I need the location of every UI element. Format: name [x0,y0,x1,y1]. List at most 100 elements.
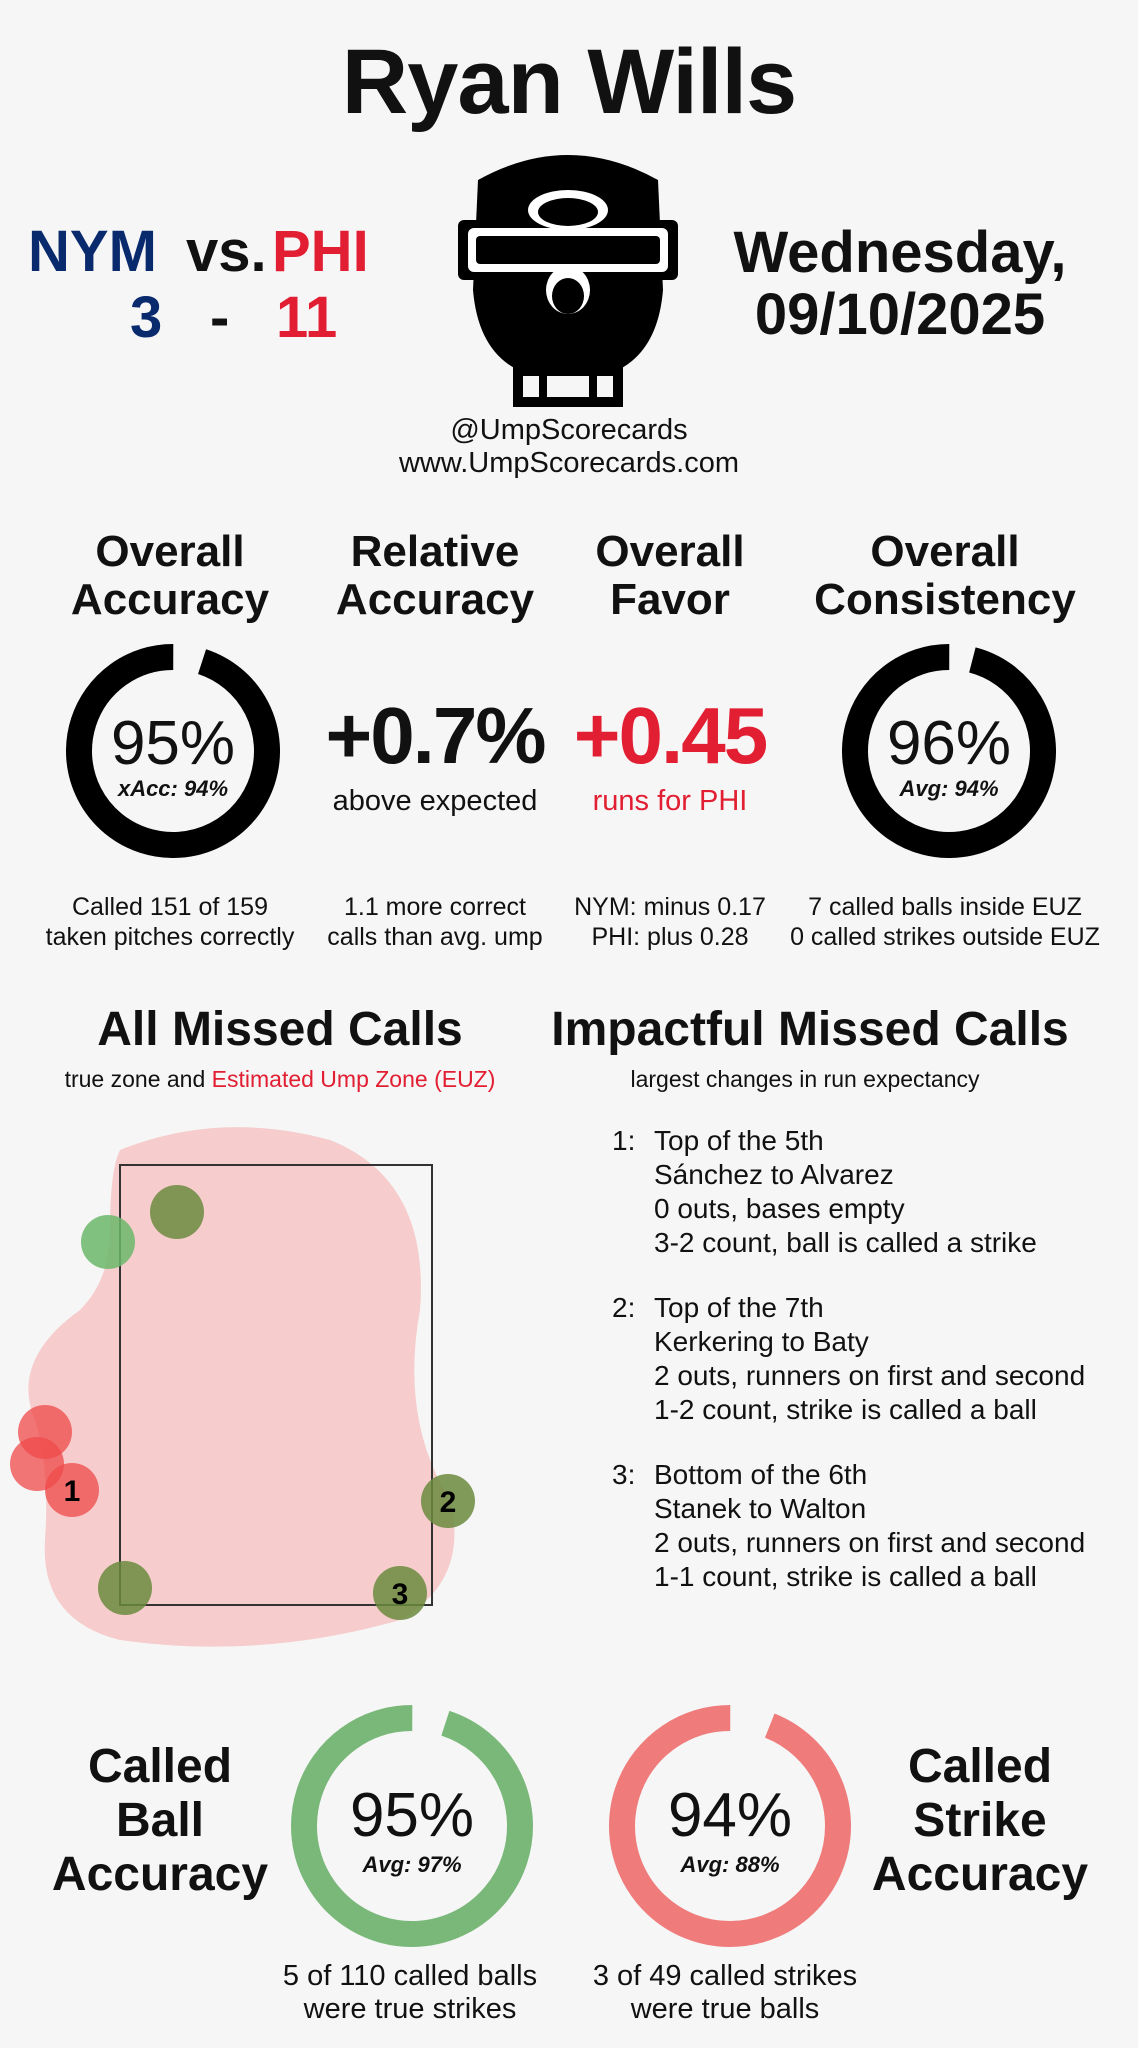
called-ball-title: Called Ball Accuracy [30,1740,290,1902]
impactful-call-3: 3: Bottom of the 6th Stanek to Walton 2 … [612,1458,1132,1598]
footnote-line: NYM: minus 0.17 [574,893,766,921]
missed-call-point [150,1185,204,1239]
overall-accuracy-xacc: xAcc: 94% [117,776,229,801]
relative-accuracy-footnote: 1.1 more correct calls than avg. ump [300,892,570,952]
call-number: 1: [612,1125,636,1156]
date-weekday: Wednesday, [733,220,1067,285]
called-strike-value: 94% [667,1781,793,1850]
missed-call-label: 2 [440,1486,457,1519]
footnote-line: taken pitches correctly [45,923,295,951]
twitter-handle: @UmpScorecards [450,414,688,446]
call-situation: 2 outs, runners on first and second [654,1360,1086,1391]
missed-call-label: 3 [392,1578,409,1611]
called-ball-ring [291,1705,533,1947]
title-line: Favor [610,575,730,624]
impactful-call-1: 1: Top of the 5th Sánchez to Alvarez 0 o… [612,1124,1132,1264]
title-line: Overall [95,527,245,576]
called-ball-value: 95% [349,1781,475,1850]
umpire-name: Ryan Wills [341,31,797,133]
title-line: Accuracy [70,575,270,624]
title-line: Strike [913,1794,1047,1847]
call-result: 1-1 count, strike is called a ball [654,1561,1037,1592]
overall-favor-value: +0.45 [573,691,768,780]
called-strike-footnote: 3 of 49 called strikes were true balls [560,1960,890,2026]
call-situation: 0 outs, bases empty [654,1193,905,1224]
called-strike-title: Called Strike Accuracy [850,1740,1110,1902]
title-line: Overall [595,527,745,576]
title-line: Accuracy [335,575,535,624]
date-value: 09/10/2025 [754,282,1046,347]
footnote-line: were true strikes [303,1993,517,2025]
missed-call-point [373,1566,427,1620]
footnote-line: PHI: plus 0.28 [591,923,749,951]
home-score: 11 [276,285,338,350]
overall-favor-title: Overall Favor [540,528,800,624]
versus-label: vs. [186,219,267,284]
called-strike-ring [609,1705,851,1947]
missed-calls-subtitle: true zone and Estimated Ump Zone (EUZ) [30,1066,530,1093]
missed-call-point [81,1215,135,1269]
called-ball-avg: Avg: 97% [362,1852,462,1877]
call-result: 3-2 count, ball is called a strike [654,1227,1037,1258]
missed-call-label: 1 [64,1475,81,1508]
footnote-line: were true balls [630,1993,820,2025]
title-line: Accuracy [51,1848,269,1901]
missed-calls-plot: 1 2 3 [10,1127,475,1647]
call-result: 1-2 count, strike is called a ball [654,1394,1037,1425]
footnote-line: Called 151 of 159 [72,893,268,921]
missed-call-point [98,1561,152,1615]
impactful-call-2: 2: Top of the 7th Kerkering to Baty 2 ou… [612,1291,1132,1431]
footnote-line: calls than avg. ump [327,923,543,951]
title-line: Overall [870,527,1020,576]
overall-accuracy-ring [66,644,280,858]
call-matchup: Kerkering to Baty [654,1326,869,1357]
title-line: Ball [115,1794,205,1847]
true-strike-zone [119,1164,433,1606]
called-ball-footnote: 5 of 110 called balls were true strikes [240,1960,580,2026]
footnote-line: 3 of 49 called strikes [592,1960,858,1992]
overall-consistency-avg: Avg: 94% [899,776,999,801]
relative-accuracy-sub: above expected [332,785,538,817]
title-line: Called [907,1740,1053,1793]
call-situation: 2 outs, runners on first and second [654,1527,1086,1558]
title-line: Called [87,1740,233,1793]
called-strike-avg: Avg: 88% [680,1852,780,1877]
footnote-line: 0 called strikes outside EUZ [790,923,1100,951]
impactful-calls-title: Impactful Missed Calls [551,1003,1069,1056]
overall-consistency-title: Overall Consistency [800,528,1090,624]
overall-accuracy-value: 95% [110,709,236,778]
home-team: PHI [272,219,369,284]
credits: @UmpScorecards www.UmpScorecards.com [0,414,1138,480]
title-line: Relative [350,527,520,576]
euz-label: Estimated Ump Zone (EUZ) [211,1066,496,1092]
overall-consistency-ring [842,644,1056,858]
call-matchup: Sánchez to Alvarez [654,1159,894,1190]
footnote-line: 1.1 more correct [343,893,526,921]
overall-accuracy-footnote: Called 151 of 159 taken pitches correctl… [20,892,320,952]
subtitle-prefix: true zone and [64,1066,206,1092]
title-line: Accuracy [871,1848,1089,1901]
call-inning: Bottom of the 6th [654,1459,868,1490]
call-matchup: Stanek to Walton [654,1493,867,1524]
call-inning: Top of the 7th [654,1292,824,1323]
game-date: Wednesday, 09/10/2025 [700,222,1100,346]
overall-accuracy-title: Overall Accuracy [40,528,300,624]
umpire-mask-icon [458,155,678,407]
call-number: 2: [612,1292,636,1323]
title-line: Consistency [814,575,1076,624]
impactful-calls-subtitle: largest changes in run expectancy [630,1066,980,1092]
euz-region [28,1127,455,1647]
overall-consistency-value: 96% [886,709,1012,778]
overall-favor-sub: runs for PHI [592,785,748,817]
missed-call-point [421,1474,475,1528]
overall-consistency-footnote: 7 called balls inside EUZ 0 called strik… [770,892,1120,952]
away-team: NYM [28,219,157,284]
footnote-line: 5 of 110 called balls [282,1960,538,1992]
call-number: 3: [612,1459,636,1490]
score-dash: - [210,285,230,350]
relative-accuracy-value: +0.7% [325,691,546,780]
website-link[interactable]: www.UmpScorecards.com [398,447,740,479]
missed-calls-title: All Missed Calls [97,1003,463,1056]
call-inning: Top of the 5th [654,1125,824,1156]
footnote-line: 7 called balls inside EUZ [808,893,1082,921]
